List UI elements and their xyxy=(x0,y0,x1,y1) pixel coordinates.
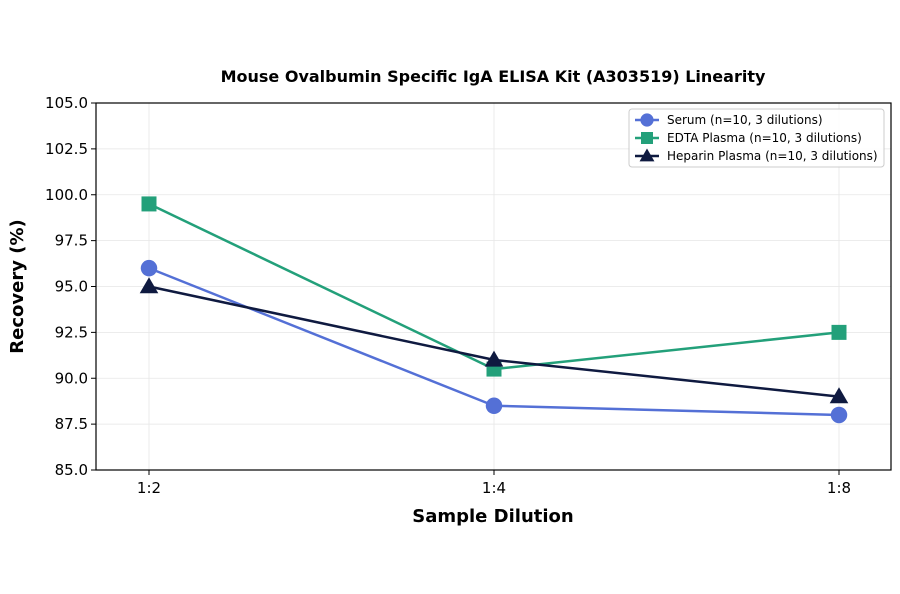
y-tick-label: 97.5 xyxy=(55,232,88,250)
data-point xyxy=(829,387,849,404)
series-layer xyxy=(139,196,849,424)
y-tick-label: 100.0 xyxy=(45,186,88,204)
legend-marker xyxy=(639,148,655,162)
y-tick-label: 92.5 xyxy=(55,323,88,341)
legend-label: EDTA Plasma (n=10, 3 dilutions) xyxy=(667,131,862,145)
data-point xyxy=(831,324,847,340)
y-tick-label: 105.0 xyxy=(45,94,88,112)
x-tick-label: 1:2 xyxy=(137,479,161,497)
x-tick-label: 1:4 xyxy=(482,479,506,497)
x-axis: 1:2 1:4 1:8 xyxy=(137,470,851,497)
y-tick-label: 95.0 xyxy=(55,278,88,296)
legend-marker xyxy=(640,113,654,127)
data-point xyxy=(485,397,503,415)
chart-title: Mouse Ovalbumin Specific IgA ELISA Kit (… xyxy=(221,67,766,86)
y-tick-label: 87.5 xyxy=(55,415,88,433)
data-point xyxy=(141,196,157,212)
legend-marker xyxy=(641,132,653,144)
data-point xyxy=(140,259,158,277)
y-tick-label: 90.0 xyxy=(55,369,88,387)
series-3 xyxy=(139,277,849,404)
y-tick-label: 102.5 xyxy=(45,140,88,158)
series-1 xyxy=(140,259,848,424)
legend: Serum (n=10, 3 dilutions) EDTA Plasma (n=… xyxy=(628,108,885,168)
x-axis-label: Sample Dilution xyxy=(412,506,573,527)
y-axis-label: Recovery (%) xyxy=(7,219,28,353)
data-point xyxy=(139,277,159,294)
y-tick-label: 85.0 xyxy=(55,461,88,479)
y-axis: 85.0 87.5 90.0 92.5 95.0 97.5 100.0 102.5 105.0 xyxy=(45,94,96,479)
legend-box xyxy=(628,108,885,168)
legend-label: Heparin Plasma (n=10, 3 dilutions) xyxy=(667,149,878,163)
legend-label: Serum (n=10, 3 dilutions) xyxy=(667,113,823,127)
data-point xyxy=(484,350,504,367)
x-tick-label: 1:8 xyxy=(827,479,851,497)
data-point xyxy=(830,406,848,424)
